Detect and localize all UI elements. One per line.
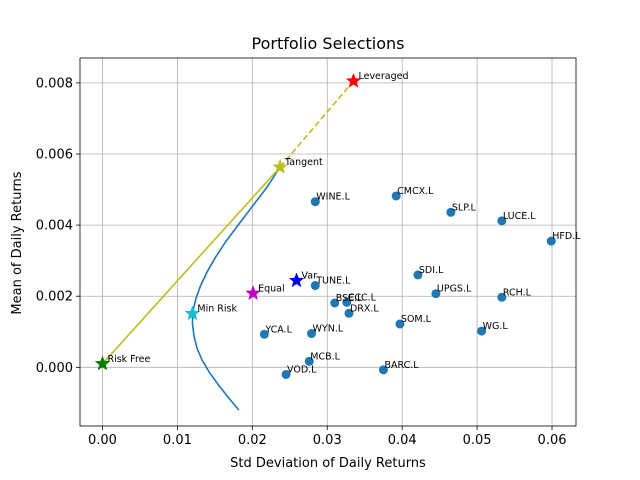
frontier-line bbox=[191, 166, 281, 411]
cml-solid-line bbox=[101, 166, 281, 365]
asset-label: WINE.L bbox=[316, 192, 350, 203]
asset-label: UPGS.L bbox=[437, 284, 472, 295]
asset-point bbox=[259, 329, 269, 339]
y-tick-label: 0.000 bbox=[36, 361, 73, 376]
y-tick-label: 0.004 bbox=[36, 219, 73, 234]
portfolio-star-marker bbox=[94, 355, 111, 371]
asset-label: RCH.L bbox=[503, 287, 532, 298]
asset-point bbox=[330, 298, 340, 308]
portfolio-star-marker bbox=[272, 158, 288, 174]
asset-point bbox=[497, 216, 507, 226]
portfolio-star-marker bbox=[245, 285, 261, 301]
portfolio-label: Tangent bbox=[284, 157, 323, 168]
asset-label: CMCX.L bbox=[397, 186, 434, 197]
asset-label: HFD.L bbox=[552, 231, 581, 242]
portfolio-label: Equal bbox=[258, 283, 285, 294]
asset-point bbox=[344, 308, 354, 318]
asset-point bbox=[546, 236, 556, 246]
portfolio-star-marker bbox=[184, 305, 201, 321]
asset-label: WYN.L bbox=[313, 324, 344, 335]
plot-frame bbox=[79, 57, 577, 427]
axes: 0.00 0.01 0.02 0.03 0.04 0.05 0.06 0.000 0.002 0.… bbox=[36, 57, 577, 448]
portfolio-star-marker bbox=[345, 72, 362, 88]
portfolio-star-marker bbox=[288, 272, 305, 288]
asset-point bbox=[281, 369, 291, 379]
x-tick-label: 0.03 bbox=[313, 433, 342, 448]
asset-points bbox=[259, 191, 556, 379]
asset-point bbox=[477, 326, 487, 336]
capital-market-line bbox=[101, 80, 355, 365]
portfolio-label: Risk Free bbox=[107, 354, 150, 365]
portfolio-label: Leveraged bbox=[358, 71, 408, 82]
asset-label: CCC.L bbox=[348, 292, 377, 303]
asset-point bbox=[342, 297, 352, 307]
x-tick-label: 0.02 bbox=[238, 433, 267, 448]
y-tick-label: 0.006 bbox=[36, 148, 73, 163]
x-axis-title: Std Deviation of Daily Returns bbox=[230, 456, 426, 471]
asset-label: TUNE.L bbox=[315, 276, 351, 287]
asset-label: VOD.L bbox=[287, 364, 317, 375]
asset-point bbox=[378, 365, 388, 375]
x-tick-label: 0.06 bbox=[538, 433, 567, 448]
asset-point bbox=[446, 207, 456, 217]
y-tick-label: 0.002 bbox=[36, 290, 73, 305]
portfolio-markers bbox=[94, 72, 362, 371]
cml-dashed-line bbox=[279, 80, 355, 168]
asset-label: DRX.L bbox=[350, 303, 379, 314]
portfolio-label: Var bbox=[302, 271, 318, 282]
asset-point bbox=[307, 329, 317, 339]
asset-label: LUCE.L bbox=[503, 211, 536, 222]
asset-label: SDI.L bbox=[419, 265, 444, 276]
asset-point bbox=[310, 281, 320, 291]
asset-label: SOM.L bbox=[401, 314, 432, 325]
x-tick-label: 0.05 bbox=[463, 433, 492, 448]
x-tick-label: 0.01 bbox=[163, 433, 192, 448]
asset-point bbox=[310, 197, 320, 207]
asset-point bbox=[395, 319, 405, 329]
asset-point bbox=[391, 191, 401, 201]
y-axis-title: Mean of Daily Returns bbox=[10, 171, 25, 314]
asset-label: BARC.L bbox=[384, 360, 419, 371]
x-tick-label: 0.04 bbox=[388, 433, 417, 448]
y-tick-label: 0.008 bbox=[36, 76, 73, 91]
asset-label: WG.L bbox=[483, 321, 509, 332]
point-labels: WINE.L CMCX.L SLP.L LUCE.L HFD.L SDI.L TUNE.L U… bbox=[107, 71, 581, 375]
grid-lines bbox=[80, 58, 576, 426]
asset-label: MCB.L bbox=[310, 351, 340, 362]
portfolio-label: Min Risk bbox=[197, 304, 237, 315]
chart-title: Portfolio Selections bbox=[252, 34, 405, 53]
x-tick-label: 0.00 bbox=[88, 433, 117, 448]
asset-label: SLP.L bbox=[452, 202, 477, 213]
asset-label: BSE.L bbox=[336, 293, 363, 304]
asset-point bbox=[304, 356, 314, 366]
asset-point bbox=[413, 270, 423, 280]
efficient-frontier-curve bbox=[191, 166, 281, 411]
asset-point bbox=[497, 292, 507, 302]
asset-point bbox=[431, 289, 441, 299]
asset-label: YCA.L bbox=[264, 324, 292, 335]
